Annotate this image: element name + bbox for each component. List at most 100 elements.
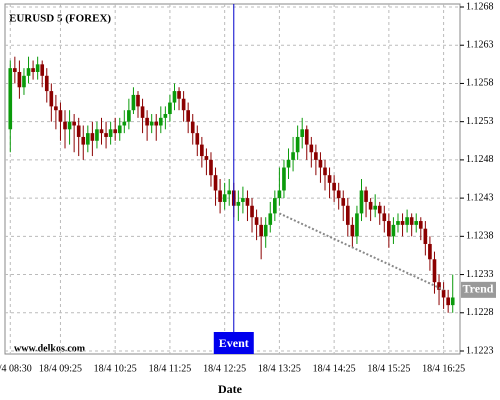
candle-body: [405, 217, 409, 225]
candle-body: [209, 159, 213, 176]
x-tick-label: 18/4 08:30: [0, 363, 32, 374]
candle-body: [218, 190, 222, 202]
candle-body: [8, 68, 13, 130]
candle-body: [291, 152, 295, 160]
candle-body: [318, 159, 323, 168]
candle-body: [136, 94, 140, 107]
candle-body: [81, 136, 86, 145]
y-tick-label: 1.1248: [466, 154, 494, 165]
candle-body: [282, 167, 286, 191]
candle-body: [309, 144, 314, 153]
candle-body: [341, 198, 346, 206]
candle-body: [441, 289, 446, 298]
candle-body: [263, 224, 268, 237]
candle-body: [54, 106, 58, 111]
candle-body: [446, 297, 450, 306]
candle-body: [85, 133, 90, 145]
candle-body: [355, 213, 359, 237]
candle-body: [377, 205, 382, 214]
candle-body: [213, 175, 218, 191]
candle-body: [336, 190, 341, 199]
candle-body: [268, 213, 273, 225]
candle-body: [400, 221, 405, 225]
x-axis-label: Date: [218, 382, 243, 396]
candle-body: [140, 106, 145, 118]
candle-body: [127, 110, 131, 122]
candle-body: [350, 224, 355, 237]
candle-body: [245, 198, 250, 206]
candle-body: [409, 217, 414, 225]
trend-label: Trend: [463, 282, 494, 296]
candle-body: [145, 117, 149, 126]
candle-body: [327, 175, 332, 183]
candle-body: [99, 129, 104, 134]
candle-body: [13, 68, 17, 72]
candle-body: [450, 297, 455, 306]
candle-body: [200, 144, 204, 157]
candle-body: [72, 121, 76, 126]
candle-body: [359, 190, 364, 214]
y-tick-label: 1.1258: [466, 78, 494, 89]
candle-body: [63, 121, 67, 130]
candle-body: [26, 68, 31, 76]
candle-body: [418, 221, 423, 229]
candle-body: [373, 205, 378, 210]
x-tick-label: 18/4 13:25: [258, 363, 301, 374]
candle-body: [122, 121, 127, 126]
candle-body: [40, 64, 45, 76]
candle-body: [35, 64, 40, 72]
x-tick-label: 18/4 14:25: [313, 363, 356, 374]
candle-body: [108, 129, 113, 137]
y-tick-label: 1.1268: [466, 1, 494, 12]
candle-body: [236, 201, 241, 206]
trend-box: [461, 281, 496, 298]
y-tick-label: 1.1263: [466, 40, 494, 51]
candle-body: [44, 75, 49, 92]
x-tick-label: 18/4 12:25: [203, 363, 246, 374]
candle-body: [113, 129, 118, 134]
x-tick-label: 18/4 11:25: [149, 363, 192, 374]
candle-body: [95, 129, 99, 141]
candle-body: [22, 75, 26, 88]
candle-body: [227, 190, 232, 195]
candle-body: [168, 102, 172, 115]
candle-body: [432, 259, 437, 283]
candle-body: [286, 159, 291, 168]
event-label: Event: [219, 336, 249, 350]
candle-body: [314, 152, 318, 160]
candle-body: [273, 198, 277, 214]
candle-body: [241, 198, 245, 202]
x-tick-label: 18/4 16:25: [422, 363, 465, 374]
candle-body: [396, 221, 400, 225]
y-tick-label: 1.1238: [466, 231, 494, 242]
candle-body: [368, 201, 373, 210]
candle-body: [364, 190, 368, 202]
candle-body: [49, 91, 54, 107]
candle-body: [254, 217, 259, 225]
candle-body: [300, 129, 305, 137]
candle-body: [131, 94, 136, 111]
candle-body: [204, 156, 209, 160]
y-tick-label: 1.1223: [466, 345, 494, 356]
candle-body: [154, 121, 159, 126]
candle-body: [17, 71, 22, 88]
candle-body: [104, 133, 108, 137]
candle-body: [149, 121, 154, 126]
candle-body: [31, 68, 35, 72]
candle-body: [295, 136, 300, 153]
candle-body: [387, 221, 391, 237]
candle-body: [250, 205, 254, 218]
x-tick-label: 18/4 10:25: [94, 363, 137, 374]
x-tick-label: 18/4 09:25: [39, 363, 82, 374]
candle-body: [195, 133, 200, 145]
candle-body: [186, 110, 190, 122]
y-tick-label: 1.1243: [466, 192, 494, 203]
candle-body: [423, 228, 428, 244]
watermark: www.delkos.com: [14, 343, 86, 354]
candle-body: [259, 224, 263, 237]
candle-body: [222, 194, 227, 202]
candle-body: [177, 91, 181, 99]
candle-body: [163, 114, 168, 118]
candle-body: [58, 110, 63, 122]
